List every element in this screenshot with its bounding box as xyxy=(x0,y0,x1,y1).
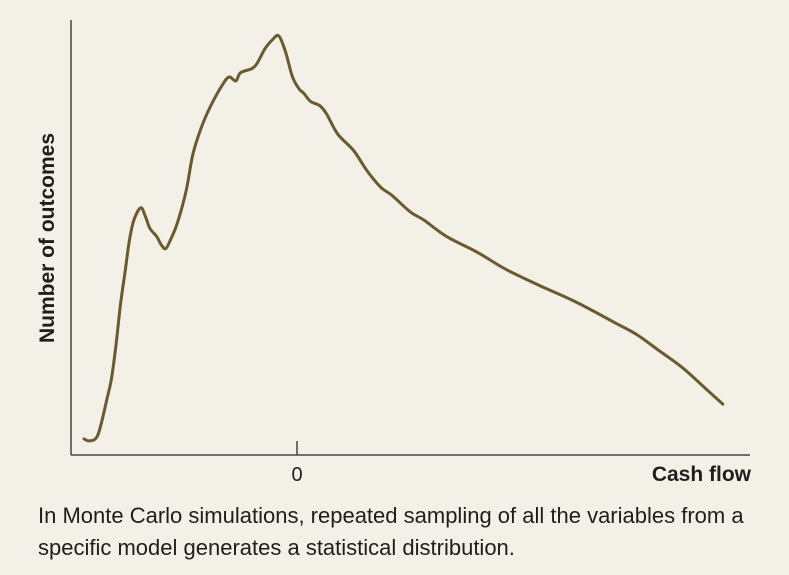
x-axis-label: Cash flow xyxy=(652,463,752,486)
y-axis-label: Number of outcomes xyxy=(36,133,59,343)
figure-caption: In Monte Carlo simulations, repeated sam… xyxy=(38,503,744,560)
x-tick-label: 0 xyxy=(291,464,302,486)
series-line xyxy=(82,34,725,443)
chart: 0 Number of outcomes Cash flow xyxy=(36,20,752,486)
x-ticks: 0 xyxy=(291,441,303,486)
